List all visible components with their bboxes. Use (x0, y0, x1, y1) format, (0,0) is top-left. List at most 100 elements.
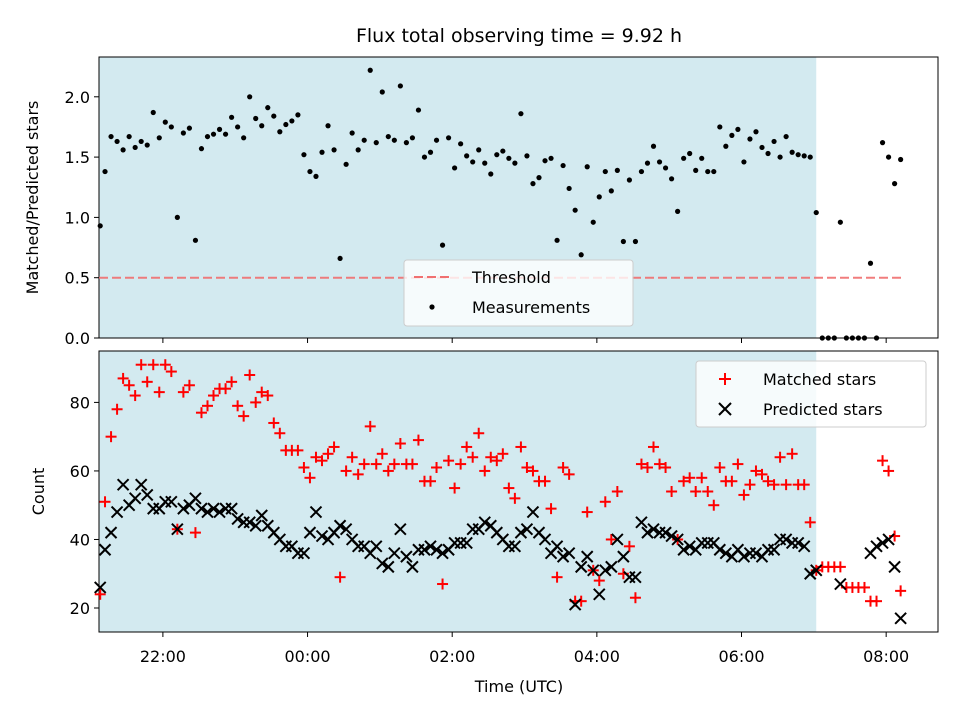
matched-star-point (756, 468, 768, 480)
measurement-point (458, 141, 464, 147)
y-tick-label: 0.0 (65, 329, 90, 348)
matched-star-point (304, 472, 316, 484)
predicted-star-point (98, 543, 112, 556)
matched-star-point (322, 448, 334, 460)
matched-star-point (485, 451, 497, 463)
matched-star-point (726, 475, 738, 487)
matched-star-point (189, 527, 201, 539)
measurement-point (614, 167, 620, 173)
predicted-star-point (665, 529, 678, 543)
matched-star-point (877, 455, 889, 467)
matched-star-point (660, 462, 672, 474)
measurement-point (289, 118, 295, 124)
matched-star-point (798, 479, 810, 491)
measurement-point (885, 154, 892, 160)
matched-star-point (527, 465, 539, 477)
measurement-point (343, 161, 349, 167)
measurement-point (156, 135, 162, 141)
measurement-point (590, 219, 596, 225)
measurement-point (596, 194, 602, 200)
matched-star-point (858, 581, 870, 593)
matched-star-point (298, 462, 310, 474)
matched-star-point (117, 372, 129, 384)
y-tick-label: 60 (70, 462, 90, 481)
predicted-star-point (737, 550, 751, 563)
matched-star-point (708, 499, 720, 511)
measurement-point (831, 335, 837, 341)
measurement-point (644, 160, 651, 166)
matched-star-point (895, 585, 907, 597)
top-panel: 0.00.51.01.52.0 Matched/Predicted stars … (23, 56, 939, 348)
bottom-x-ticks: 22:00 00:00 02:00 04:00 06:00 08:00 (140, 632, 909, 666)
measurement-point (247, 94, 253, 100)
measurement-point (379, 89, 385, 95)
measurement-point (192, 237, 199, 243)
measurement-point (295, 112, 301, 118)
predicted-star-point (894, 612, 907, 625)
matched-star-point (147, 359, 159, 371)
matched-star-point (220, 383, 232, 395)
predicted-star-point (659, 526, 672, 539)
predicted-star-point (141, 488, 154, 502)
measurement-point (385, 133, 391, 140)
matched-star-point (690, 486, 702, 497)
matched-star-point (358, 458, 370, 470)
top-axes-frame (98, 56, 939, 339)
measurement-point (301, 152, 307, 158)
y-tick-label: 0.5 (65, 269, 90, 288)
predicted-star-point (671, 533, 684, 546)
predicted-star-point (593, 588, 606, 601)
y-tick-label: 20 (70, 599, 90, 618)
measurement-points (97, 67, 904, 341)
predicted-star-point (876, 536, 889, 550)
measurement-point (675, 208, 681, 214)
matched-star-point (648, 441, 660, 453)
measurement-point (608, 188, 614, 194)
measurement-point (795, 152, 801, 158)
matched-star-point (376, 448, 388, 460)
matched-star-point (557, 462, 569, 474)
measurement-point (837, 219, 843, 225)
matched-star-point (515, 441, 527, 453)
measurement-point (222, 131, 229, 137)
matched-star-point (684, 472, 696, 484)
y-tick-label: 1.5 (65, 148, 90, 167)
matched-stars-points (94, 359, 907, 607)
predicted-star-point (303, 526, 317, 539)
matched-star-point (226, 376, 238, 388)
measurement-point (687, 150, 693, 157)
measurement-point (729, 132, 735, 138)
predicted-star-point (93, 581, 107, 594)
measurement-point (693, 167, 699, 173)
measurement-point (855, 335, 862, 341)
matched-star-point (539, 475, 551, 487)
measurement-point (445, 135, 452, 141)
measurement-point (307, 168, 313, 175)
predicted-star-point (225, 502, 238, 515)
predicted-star-point (556, 550, 570, 563)
measurement-point (584, 164, 590, 170)
measurement-point (638, 168, 645, 175)
matched-star-point (195, 407, 207, 419)
matched-star-point (352, 468, 364, 480)
matched-star-point (473, 427, 485, 439)
measurement-point (138, 138, 144, 145)
measurement-point (464, 153, 470, 159)
measurement-point (524, 153, 530, 159)
bottom-y-axis-label: Count (29, 468, 48, 516)
predicted-star-point (370, 540, 383, 553)
legend-measurements-swatch (429, 304, 435, 310)
measurement-point (578, 252, 584, 258)
measurement-point (102, 168, 108, 175)
predicted-star-point (171, 522, 184, 536)
matched-star-point (786, 448, 798, 460)
y-tick-label: 2.0 (65, 88, 90, 107)
measurement-point (168, 124, 174, 130)
measurement-point (662, 165, 669, 171)
matched-star-point (497, 448, 509, 460)
matched-star-point (443, 455, 455, 467)
matched-star-point (232, 400, 244, 412)
predicted-star-point (189, 492, 202, 505)
predicted-star-point (243, 516, 256, 529)
